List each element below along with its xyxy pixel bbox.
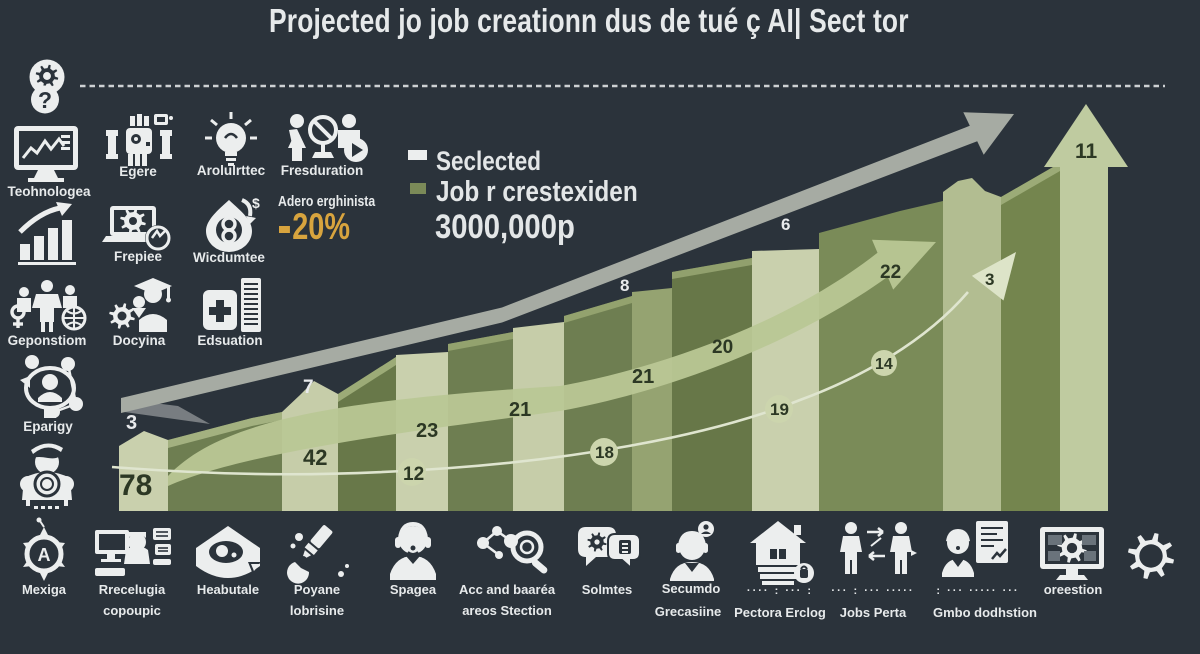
svg-text:22: 22: [880, 262, 901, 283]
svg-text:12: 12: [403, 464, 424, 485]
svg-text:?: ?: [38, 87, 52, 113]
svg-text:11: 11: [1075, 140, 1098, 163]
svg-text:$: $: [252, 195, 260, 211]
svg-text:21: 21: [509, 399, 531, 421]
svg-text:78: 78: [119, 469, 152, 502]
svg-text:18: 18: [595, 443, 614, 462]
svg-text:8: 8: [620, 276, 629, 295]
svg-text:7: 7: [303, 377, 314, 398]
svg-text:3: 3: [985, 270, 994, 289]
svg-text:23: 23: [416, 420, 438, 442]
svg-text:21: 21: [632, 366, 654, 388]
svg-text:6: 6: [781, 215, 790, 234]
svg-text:A: A: [38, 545, 51, 565]
svg-text:14: 14: [875, 356, 893, 373]
svg-text:42: 42: [303, 445, 327, 470]
svg-text:3: 3: [126, 412, 137, 434]
svg-text:19: 19: [770, 400, 789, 419]
svg-text:20: 20: [712, 337, 733, 358]
